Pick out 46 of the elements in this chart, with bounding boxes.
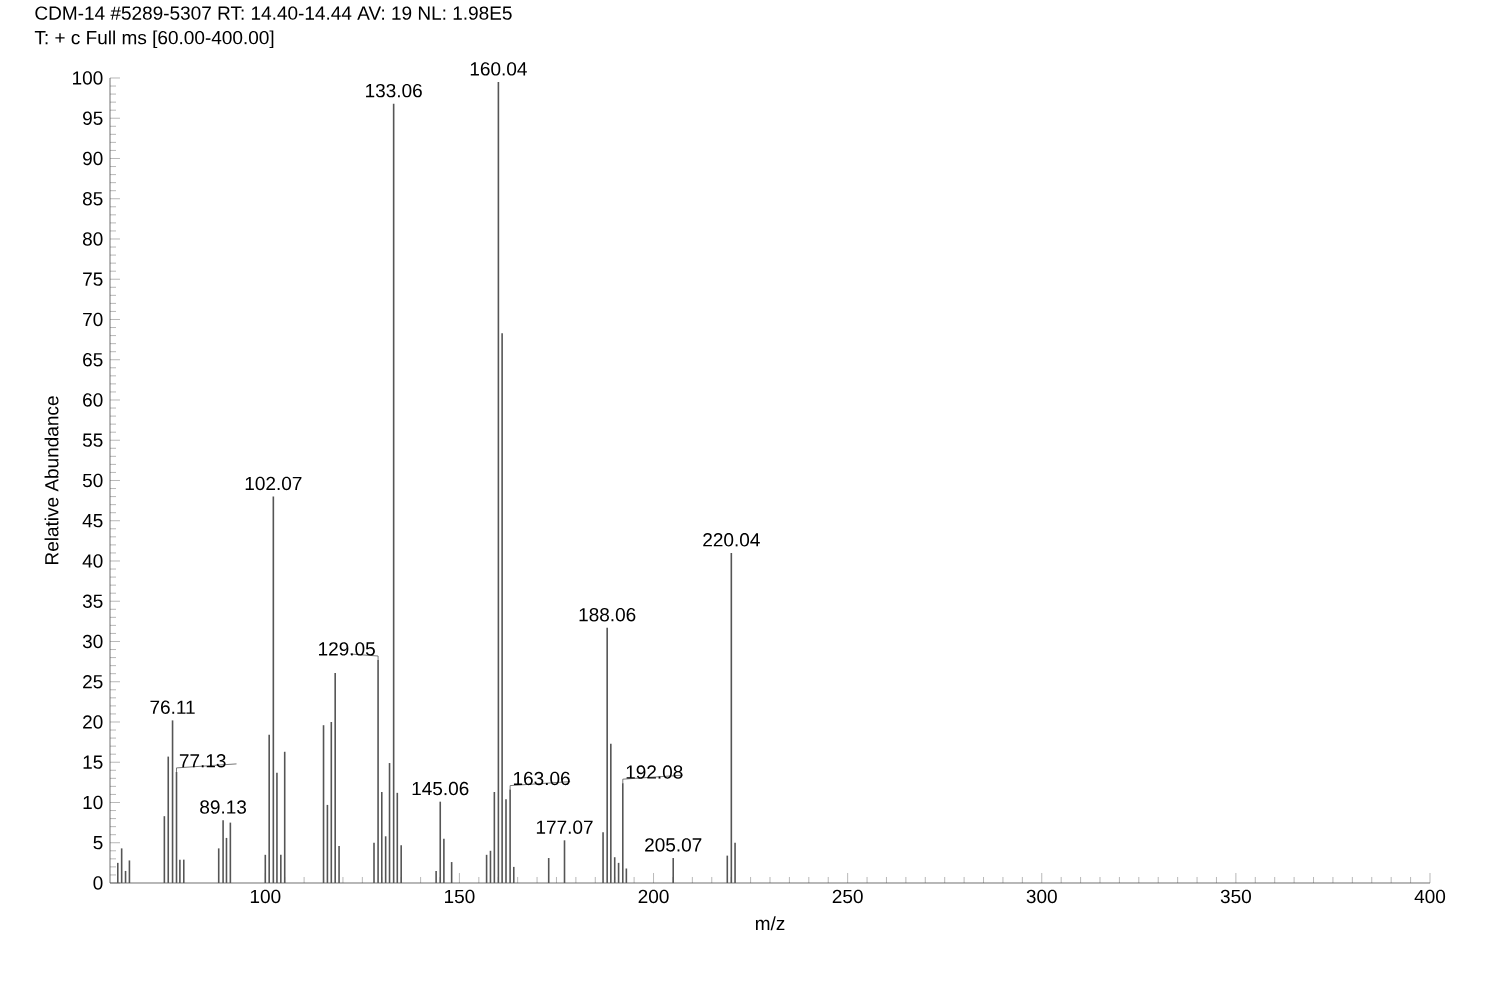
annotation: 205.07 bbox=[645, 838, 702, 852]
x-tick-label: 400 bbox=[1414, 889, 1446, 904]
y-tick-label: 5 bbox=[93, 836, 103, 850]
x-tick-label: 200 bbox=[638, 889, 669, 904]
y-tick-label: 90 bbox=[83, 151, 103, 166]
y-tick-label: 55 bbox=[82, 433, 103, 447]
annotation: 77.13 bbox=[179, 754, 226, 768]
y-tick-label: 30 bbox=[82, 634, 103, 649]
annotation: 133.06 bbox=[366, 83, 422, 98]
annotation: 129.05 bbox=[319, 642, 375, 656]
y-tick-label: 65 bbox=[83, 353, 103, 367]
y-tick-label: 80 bbox=[82, 232, 103, 246]
x-tick-label: 100 bbox=[250, 889, 281, 904]
y-tick-label: 20 bbox=[83, 715, 103, 729]
annotation: 188.06 bbox=[579, 607, 636, 622]
annotation: 192.08 bbox=[626, 765, 683, 779]
annotation: 76.11 bbox=[150, 700, 195, 714]
x-axis-title: m/z bbox=[755, 916, 785, 931]
y-tick-label: 70 bbox=[83, 312, 103, 327]
x-tick-label: 250 bbox=[832, 889, 863, 904]
annotation: 89.13 bbox=[200, 800, 247, 814]
annotation: 160.04 bbox=[470, 62, 527, 76]
x-tick-label: 300 bbox=[1026, 889, 1057, 904]
y-tick-label: 40 bbox=[82, 554, 103, 568]
y-tick-label: 50 bbox=[82, 473, 103, 488]
annotation: 177.07 bbox=[536, 820, 593, 834]
y-tick-label: 85 bbox=[82, 192, 103, 206]
y-tick-label: 45 bbox=[82, 514, 103, 528]
y-tick-label: 35 bbox=[82, 594, 103, 608]
x-tick-label: 350 bbox=[1220, 889, 1251, 904]
y-tick-label: 25 bbox=[83, 675, 103, 689]
annotation: 145.06 bbox=[412, 781, 469, 796]
annotation: 102.07 bbox=[245, 476, 302, 491]
y-axis-title: Relative Abundance bbox=[44, 396, 59, 564]
y-tick-label: 0 bbox=[93, 876, 103, 890]
y-tick-label: 100 bbox=[73, 71, 103, 85]
annotation: 163.06 bbox=[513, 771, 570, 786]
chart-subtitle: T: + c Full ms [60.00-400.00] bbox=[34, 30, 274, 49]
y-tick-label: 60 bbox=[83, 393, 103, 407]
chart-title: CDM-14 #5289-5307 RT: 14.40-14.44 AV: 19 NL: 1.98E5 bbox=[35, 6, 512, 20]
y-tick-label: 15 bbox=[83, 755, 103, 769]
y-tick-label: 75 bbox=[83, 272, 103, 286]
y-tick-label: 10 bbox=[83, 795, 103, 810]
y-tick-label: 95 bbox=[83, 111, 103, 125]
x-tick-label: 150 bbox=[445, 889, 475, 904]
annotation: 220.04 bbox=[703, 533, 760, 547]
